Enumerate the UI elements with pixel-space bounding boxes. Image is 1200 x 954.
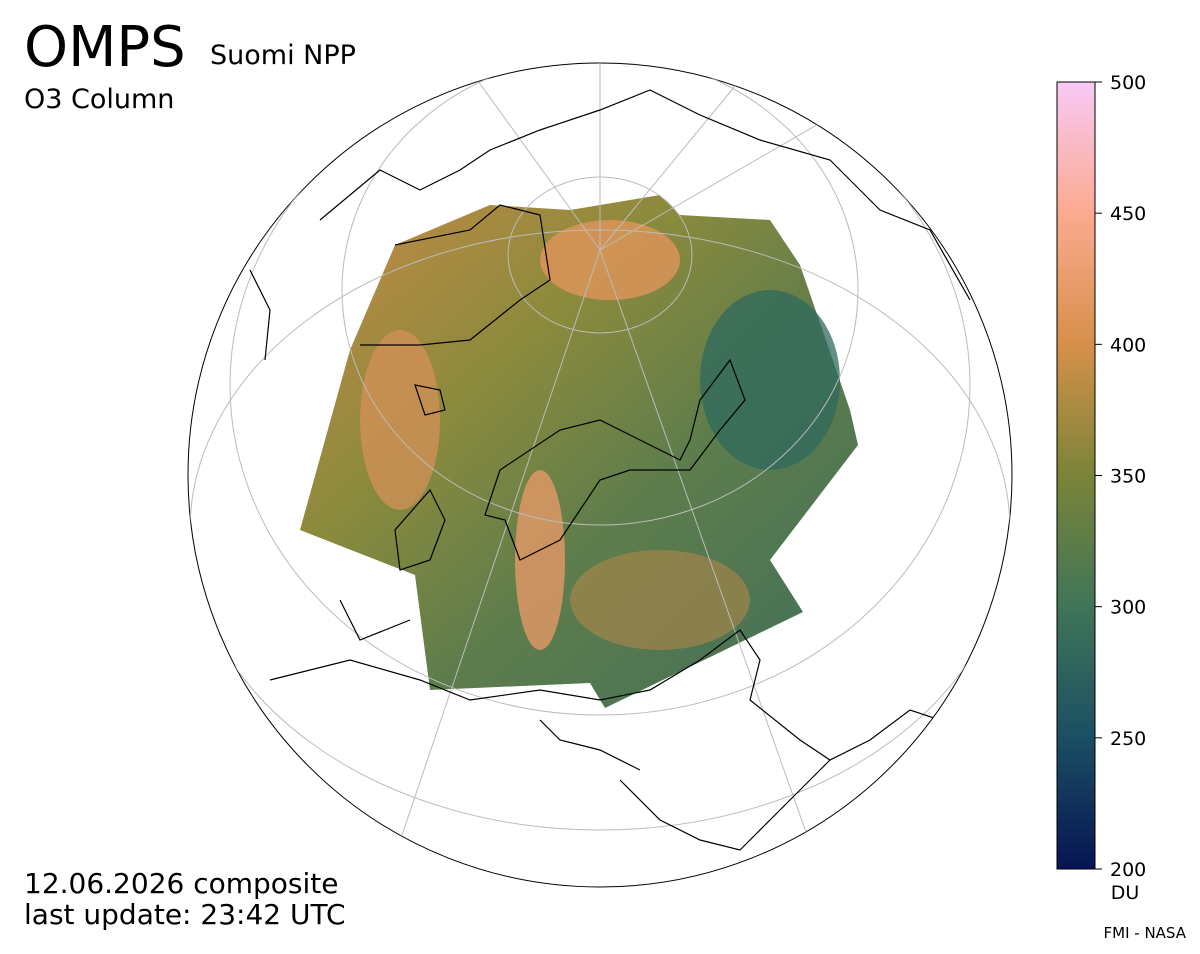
product: O3 Column xyxy=(24,84,174,115)
colorbar-tick-label: 400 xyxy=(1110,334,1146,356)
globe xyxy=(187,62,1013,888)
instrument: Suomi NPP xyxy=(210,40,356,71)
colorbar-tick-label: 350 xyxy=(1110,466,1146,488)
ozone-field xyxy=(300,195,858,708)
date: 12.06.2026 composite xyxy=(24,867,339,900)
colorbar-tick-label: 500 xyxy=(1110,72,1146,94)
credit: FMI - NASA xyxy=(1104,924,1187,942)
colorbar-tick-label: 300 xyxy=(1110,597,1146,619)
coastlines xyxy=(249,89,991,851)
colorbar-tick-label: 250 xyxy=(1110,728,1146,750)
colorbar-tick-label: 200 xyxy=(1110,859,1146,881)
colorbar-scale xyxy=(1056,81,1096,870)
title: OMPS xyxy=(24,15,186,80)
colorbar: DU 200 250 300 350 400 450 500 xyxy=(1056,72,1146,904)
colorbar-tick-label: 450 xyxy=(1110,203,1146,225)
update-time: last update: 23:42 UTC xyxy=(24,898,346,931)
colorbar-unit: DU xyxy=(1111,882,1140,904)
